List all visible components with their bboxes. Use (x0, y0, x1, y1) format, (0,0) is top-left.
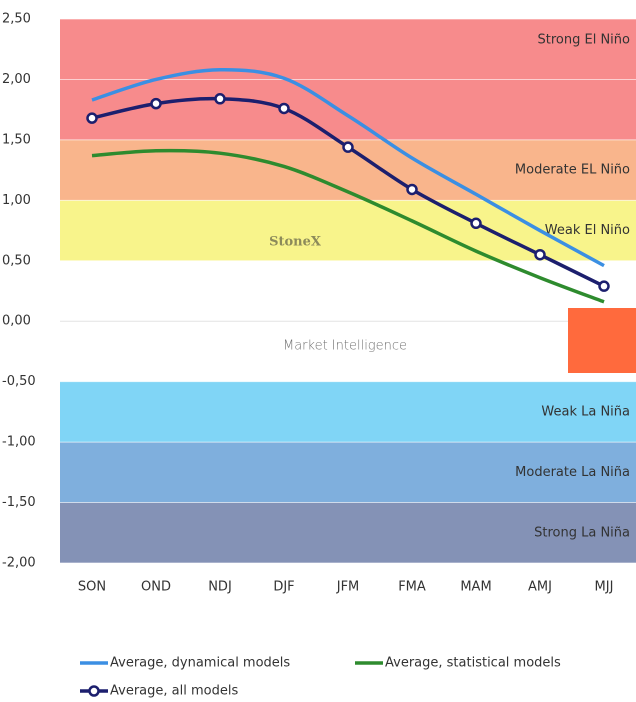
x-tick-label: JFM (336, 580, 360, 595)
point (150, 97, 162, 110)
band-label: Weak La Niña (541, 404, 630, 419)
y-tick-label: 0,50 (2, 253, 31, 268)
x-tick-label: DJF (273, 580, 294, 595)
y-tick-label: -1,00 (2, 435, 36, 450)
x-tick-label: FMA (398, 580, 426, 595)
x-tick-label: SON (78, 580, 106, 595)
point (534, 248, 546, 261)
band (60, 381, 636, 443)
y-tick-label: 2,50 (2, 12, 31, 27)
y-tick-label: 1,00 (2, 193, 31, 208)
band-label: Strong El Niño (538, 33, 631, 48)
y-tick-label: 0,00 (2, 314, 31, 329)
y-tick-label: -2,00 (2, 556, 36, 571)
point (406, 183, 418, 196)
point (342, 141, 354, 153)
watermark: Market Intelligence (283, 339, 407, 354)
band-label: Strong La Niña (534, 525, 630, 540)
y-tick-label: -1,50 (2, 495, 36, 510)
band-label: Weak El Niño (545, 223, 630, 238)
y-tick-label: 1,50 (2, 132, 31, 147)
legend-label: Average, dynamical models (110, 656, 290, 671)
x-tick-label: MAM (460, 580, 491, 595)
band-label: Moderate EL Niño (515, 163, 630, 178)
point (86, 112, 98, 124)
band-label: Moderate La Niña (515, 465, 630, 480)
point (470, 217, 482, 230)
legend-marker (88, 685, 100, 697)
point (278, 102, 290, 115)
watermark: StoneX (269, 235, 322, 250)
series-line (91, 68, 605, 268)
legend-label: Average, statistical models (385, 656, 561, 671)
x-tick-label: AMJ (528, 580, 552, 595)
x-tick-label: OND (141, 580, 171, 595)
band (60, 502, 636, 563)
point (598, 280, 610, 292)
series-line (91, 148, 605, 304)
legend-label: Average, all models (110, 684, 238, 699)
point (214, 93, 226, 105)
x-tick-label: MJJ (595, 580, 614, 595)
band (60, 442, 636, 503)
y-tick-label: -0,50 (2, 374, 36, 389)
logo-block (568, 308, 636, 373)
x-tick-label: NDJ (208, 580, 232, 595)
y-tick-label: 2,00 (2, 72, 31, 87)
